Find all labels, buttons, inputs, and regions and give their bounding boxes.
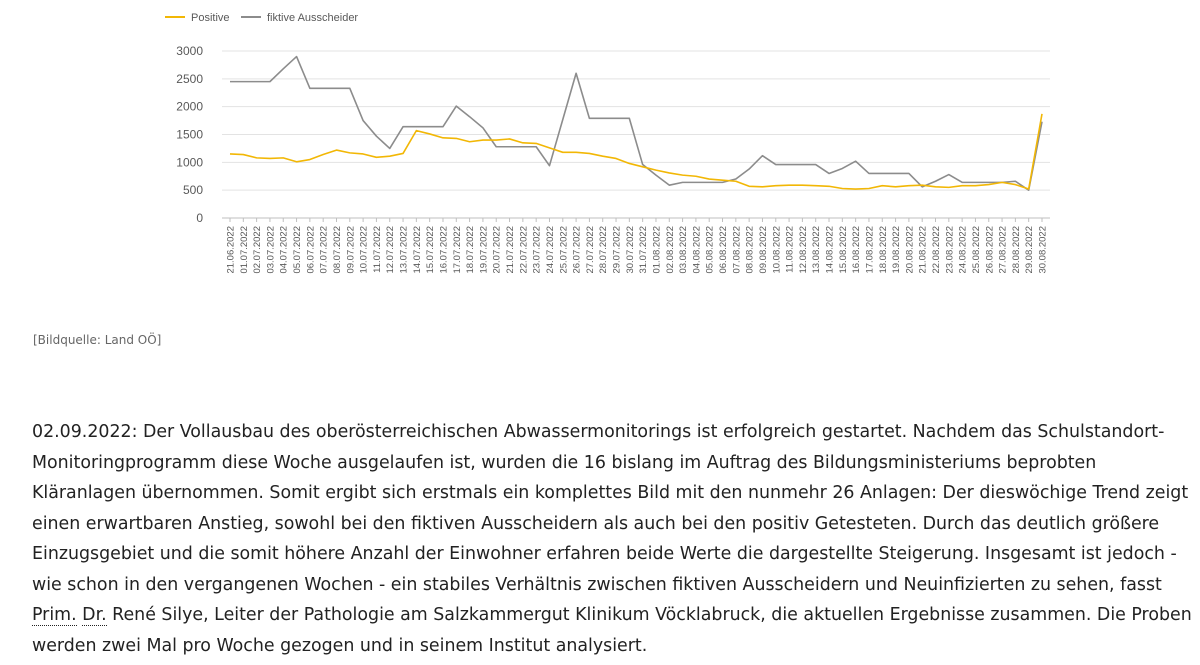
- x-tick-label: 29.07.2022: [612, 226, 623, 274]
- article-text-after: René Silye, Leiter der Pathologie am Sal…: [32, 605, 1192, 656]
- x-tick-label: 20.07.2022: [492, 226, 503, 274]
- x-tick-label: 25.07.2022: [558, 226, 569, 274]
- article-text-before: 02.09.2022: Der Vollausbau des oberöster…: [32, 422, 1189, 595]
- x-tick-label: 06.08.2022: [718, 226, 729, 274]
- x-tick-label: 03.07.2022: [265, 226, 276, 274]
- legend-label-positive: Positive: [191, 12, 230, 24]
- x-tick-label: 08.08.2022: [745, 226, 756, 274]
- x-tick-label: 28.07.2022: [598, 226, 609, 274]
- x-tick-label: 04.08.2022: [691, 226, 702, 274]
- x-tick-label: 11.07.2022: [372, 226, 383, 273]
- x-axis: 21.06.2022 01.07.2022 02.07.2022 03.07.2022…: [226, 218, 1049, 274]
- y-tick-label: 2500: [176, 72, 203, 86]
- y-tick-label: 500: [183, 183, 203, 197]
- x-tick-label: 22.07.2022: [518, 226, 529, 274]
- x-tick-label: 09.08.2022: [758, 226, 769, 274]
- x-tick-label: 26.07.2022: [572, 226, 583, 274]
- x-tick-label: 27.07.2022: [585, 226, 596, 274]
- x-tick-label: 23.07.2022: [532, 226, 543, 274]
- x-tick-label: 17.07.2022: [452, 226, 463, 274]
- line-chart: Positive fiktive Ausscheider 0 500 1000 150…: [165, 12, 1050, 274]
- y-tick-label: 2000: [176, 100, 203, 114]
- x-tick-label: 18.08.2022: [878, 226, 889, 274]
- x-tick-label: 02.07.2022: [252, 226, 263, 274]
- series-line-fiktive-ausscheider: [230, 55, 1043, 191]
- x-tick-label: 13.08.2022: [811, 226, 822, 274]
- x-tick-label: 17.08.2022: [864, 226, 875, 274]
- x-tick-label: 15.07.2022: [425, 226, 436, 274]
- x-tick-label: 12.07.2022: [385, 226, 396, 274]
- y-tick-label: 0: [196, 211, 203, 225]
- series-line-positive: [229, 113, 1043, 190]
- x-tick-label: 08.07.2022: [332, 226, 343, 274]
- x-tick-label: 16.07.2022: [438, 226, 449, 274]
- x-tick-label: 26.08.2022: [984, 226, 995, 274]
- legend-label-fiktive-ausscheider: fiktive Ausscheider: [267, 12, 358, 24]
- y-tick-label: 1500: [176, 128, 203, 142]
- x-tick-label: 18.07.2022: [465, 226, 476, 274]
- x-tick-label: 29.08.2022: [1024, 226, 1035, 274]
- x-tick-label: 05.07.2022: [292, 226, 303, 274]
- x-tick-label: 24.07.2022: [545, 226, 556, 274]
- x-tick-label: 14.07.2022: [412, 226, 423, 274]
- x-tick-label: 25.08.2022: [971, 226, 982, 274]
- x-tick-label: 13.07.2022: [399, 226, 410, 274]
- x-tick-label: 28.08.2022: [1011, 226, 1022, 274]
- x-tick-label: 30.08.2022: [1038, 226, 1049, 274]
- x-tick-label: 31.07.2022: [638, 226, 649, 274]
- x-tick-label: 21.07.2022: [505, 226, 516, 274]
- x-tick-label: 10.07.2022: [359, 226, 370, 274]
- x-tick-label: 01.08.2022: [651, 226, 662, 274]
- x-tick-label: 15.08.2022: [838, 226, 849, 274]
- x-tick-label: 19.07.2022: [478, 226, 489, 274]
- x-tick-label: 05.08.2022: [705, 226, 716, 274]
- y-axis: 0 500 1000 1500 2000 2500 3000: [176, 44, 203, 225]
- x-tick-label: 09.07.2022: [345, 226, 356, 274]
- y-tick-label: 1000: [176, 155, 203, 169]
- x-tick-label: 24.08.2022: [958, 226, 969, 274]
- x-tick-label: 27.08.2022: [998, 226, 1009, 274]
- y-tick-label: 3000: [176, 44, 203, 58]
- x-tick-label: 22.08.2022: [931, 226, 942, 274]
- x-tick-label: 19.08.2022: [891, 226, 902, 274]
- chart-legend: Positive fiktive Ausscheider: [165, 12, 358, 24]
- x-tick-label: 03.08.2022: [678, 226, 689, 274]
- x-tick-label: 30.07.2022: [625, 226, 636, 274]
- x-tick-label: 14.08.2022: [825, 226, 836, 274]
- abbr-dr[interactable]: Dr.: [82, 605, 107, 626]
- image-source-caption: [Bildquelle: Land OÖ]: [33, 333, 162, 347]
- x-tick-label: 23.08.2022: [944, 226, 955, 274]
- x-tick-label: 16.08.2022: [851, 226, 862, 274]
- x-tick-label: 07.08.2022: [731, 226, 742, 274]
- abbr-prim[interactable]: Prim.: [32, 605, 77, 626]
- chart-gridlines: [222, 50, 1050, 219]
- x-tick-label: 02.08.2022: [665, 226, 676, 274]
- x-tick-label: 07.07.2022: [319, 226, 330, 274]
- x-tick-label: 10.08.2022: [771, 226, 782, 274]
- x-tick-label: 11.08.2022: [785, 226, 796, 273]
- x-tick-label: 06.07.2022: [305, 226, 316, 274]
- x-tick-label: 04.07.2022: [279, 226, 290, 274]
- x-tick-label: 21.06.2022: [226, 226, 237, 274]
- x-tick-label: 21.08.2022: [918, 226, 929, 274]
- x-tick-label: 12.08.2022: [798, 226, 809, 274]
- x-tick-label: 01.07.2022: [239, 226, 250, 274]
- article-text: 02.09.2022: Der Vollausbau des oberöster…: [32, 417, 1192, 661]
- chart-series: [229, 55, 1043, 191]
- x-tick-label: 20.08.2022: [904, 226, 915, 274]
